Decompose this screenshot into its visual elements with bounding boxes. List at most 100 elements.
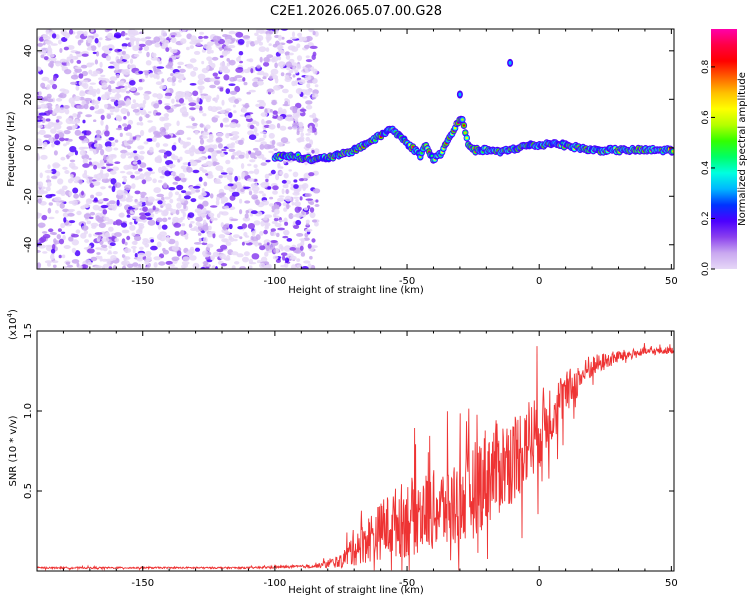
noise-blob [102, 209, 108, 215]
noise-blob [235, 31, 244, 38]
noise-blob [279, 125, 287, 131]
noise-blob [206, 50, 212, 54]
noise-blob [50, 128, 57, 134]
noise-blob [104, 104, 108, 109]
noise-blob [115, 219, 123, 226]
noise-blob [186, 46, 190, 51]
noise-blob [283, 263, 289, 268]
noise-blob [59, 58, 68, 63]
noise-blob [292, 74, 296, 78]
noise-blob [65, 261, 71, 265]
noise-blob [105, 55, 111, 61]
noise-blob [228, 59, 236, 66]
noise-blob [266, 37, 272, 40]
noise-blob [52, 260, 59, 264]
noise-blob [115, 127, 123, 131]
noise-blob [121, 43, 128, 48]
noise-blob [303, 260, 311, 264]
noise-blob [178, 193, 182, 200]
noise-blob [271, 99, 277, 106]
noise-blob [278, 34, 282, 41]
noise-blob [222, 226, 227, 231]
noise-blob [47, 44, 52, 51]
noise-blob [47, 262, 51, 267]
noise-blob [215, 137, 223, 143]
noise-blob [305, 64, 312, 68]
noise-blob [108, 200, 116, 205]
noise-blob [182, 29, 187, 33]
noise-blob [247, 178, 255, 182]
noise-blob [226, 167, 234, 174]
noise-blob [82, 163, 90, 168]
noise-blob [242, 77, 246, 82]
noise-blob [132, 205, 140, 209]
noise-blob [255, 103, 261, 107]
noise-blob [238, 51, 244, 56]
noise-blob [165, 64, 173, 69]
noise-blob [236, 123, 241, 128]
noise-blob [68, 236, 74, 242]
noise-blob [223, 239, 227, 243]
noise-blob [66, 62, 71, 67]
noise-blob [39, 36, 44, 42]
noise-blob [113, 32, 122, 38]
noise-blob [248, 188, 252, 192]
noise-blob [157, 71, 163, 75]
noise-blob [168, 187, 176, 191]
noise-blob [311, 238, 316, 243]
noise-blob [153, 65, 157, 72]
colorbar-tick-label: 0.6 [701, 110, 711, 125]
noise-blob [197, 73, 206, 81]
noise-blob [82, 158, 88, 164]
noise-blob [163, 122, 172, 127]
noise-blob [202, 207, 207, 214]
noise-blob [312, 68, 318, 75]
noise-blob [93, 197, 98, 202]
noise-blob [88, 69, 93, 75]
noise-blob [139, 150, 145, 155]
noise-blob [294, 69, 299, 74]
noise-blob [95, 51, 100, 57]
isolated-feature-core [458, 92, 462, 97]
noise-blob [223, 68, 231, 74]
noise-blob [62, 89, 70, 95]
noise-blob [245, 115, 252, 119]
noise-blob [200, 191, 207, 197]
noise-blob [71, 259, 80, 264]
noise-blob [297, 137, 302, 143]
noise-blob [307, 263, 312, 269]
noise-blob [132, 45, 140, 52]
noise-blob [131, 240, 138, 245]
noise-blob [122, 123, 128, 127]
noise-blob [120, 153, 127, 159]
noise-blob [294, 117, 299, 124]
noise-blob [210, 205, 218, 208]
noise-blob [251, 120, 258, 125]
noise-blob [174, 191, 180, 196]
noise-blob [272, 255, 279, 260]
noise-blob [106, 259, 111, 265]
noise-blob [161, 29, 165, 34]
noise-blob [229, 237, 235, 243]
noise-blob [186, 137, 192, 140]
noise-blob [171, 171, 177, 176]
noise-blob [188, 102, 197, 107]
noise-blob [276, 232, 280, 238]
noise-blob [149, 72, 154, 78]
noise-blob [236, 253, 244, 258]
noise-blob [114, 139, 119, 143]
noise-blob [51, 232, 57, 236]
x-tick-label: -50 [399, 578, 415, 589]
noise-blob [308, 29, 315, 33]
noise-blob [89, 82, 97, 85]
noise-blob [77, 105, 85, 110]
noise-blob [144, 72, 149, 76]
noise-blob [242, 216, 251, 222]
noise-blob [134, 171, 141, 175]
noise-blob [203, 181, 208, 187]
noise-blob [304, 44, 310, 49]
noise-blob [76, 59, 82, 64]
noise-blob [286, 203, 290, 210]
noise-blob [180, 38, 187, 44]
noise-blob [274, 222, 282, 228]
